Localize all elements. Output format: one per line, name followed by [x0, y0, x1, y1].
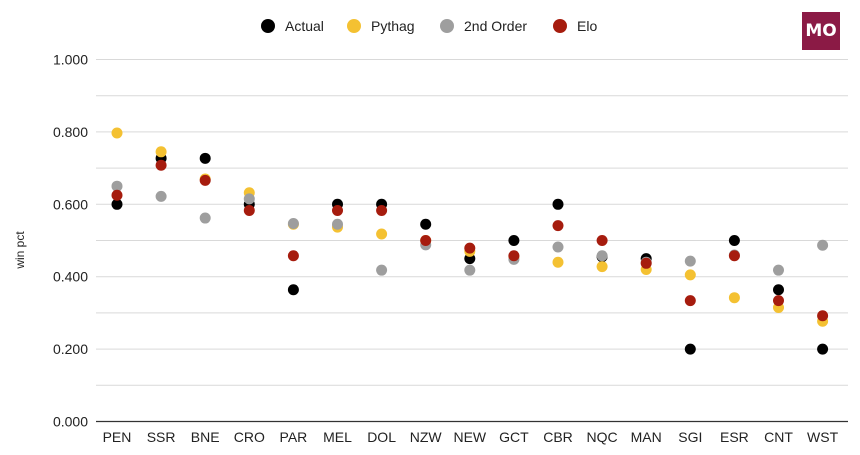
- point-actual: [817, 343, 829, 355]
- point-pythag: [111, 127, 123, 139]
- x-tick-label: WST: [807, 429, 839, 445]
- point-actual: [111, 198, 123, 210]
- x-tick-label: NEW: [453, 429, 486, 445]
- legend-marker-2nd-order: [440, 19, 454, 33]
- x-tick-label: BNE: [191, 429, 220, 445]
- x-tick-label: NQC: [587, 429, 618, 445]
- point-2nd-order: [596, 250, 608, 262]
- point-elo: [420, 235, 432, 246]
- point-elo: [287, 250, 299, 262]
- legend-label-actual: Actual: [285, 18, 324, 34]
- point-elo: [111, 189, 123, 201]
- point-elo: [332, 204, 343, 216]
- y-tick-label: 0.000: [53, 414, 88, 430]
- x-tick-label: PAR: [280, 429, 308, 445]
- point-pythag: [596, 261, 608, 273]
- point-2nd-order: [243, 193, 255, 205]
- point-elo: [596, 235, 608, 246]
- y-axis-ticks: 0.000 0.200 0.400 0.600 0.800 1.000: [53, 52, 88, 430]
- x-tick-label: SGI: [678, 429, 702, 445]
- point-2nd-order: [464, 264, 476, 276]
- x-tick-label: CRO: [234, 429, 265, 445]
- legend-label-elo: Elo: [577, 18, 597, 34]
- point-pythag: [155, 146, 167, 158]
- x-tick-label: DOL: [367, 429, 396, 445]
- point-actual: [728, 235, 740, 246]
- y-tick-label: 0.200: [53, 341, 88, 357]
- x-tick-label: MAN: [631, 429, 662, 445]
- point-pythag: [728, 292, 740, 304]
- data-points: [111, 127, 829, 355]
- point-elo: [817, 310, 829, 322]
- gridlines: [96, 59, 848, 423]
- point-elo: [508, 250, 520, 262]
- legend-marker-pythag: [347, 19, 361, 33]
- point-elo: [155, 159, 167, 171]
- legend-marker-elo: [553, 19, 567, 33]
- x-axis-ticks: PEN SSR BNE CRO PAR MEL DOL NZW NEW GCT CBR NQC MAN S…: [103, 429, 839, 445]
- point-2nd-order: [155, 190, 167, 202]
- y-tick-label: 0.800: [53, 124, 88, 140]
- point-elo: [640, 257, 652, 269]
- point-elo: [199, 174, 211, 186]
- point-2nd-order: [332, 218, 343, 230]
- legend-label-pythag: Pythag: [371, 18, 415, 34]
- point-pythag: [684, 269, 696, 281]
- point-2nd-order: [111, 180, 123, 192]
- point-actual: [420, 218, 432, 230]
- point-2nd-order: [199, 212, 211, 224]
- point-elo: [684, 295, 696, 307]
- y-tick-label: 0.600: [53, 196, 88, 212]
- point-2nd-order: [376, 264, 388, 276]
- point-elo: [728, 250, 740, 262]
- y-axis-title: win pct: [13, 231, 27, 270]
- legend-marker-actual: [261, 19, 275, 33]
- point-actual: [287, 284, 299, 296]
- point-elo: [376, 204, 388, 216]
- point-elo: [552, 220, 564, 232]
- brand-logo-text: MO: [805, 21, 837, 41]
- x-tick-label: MEL: [323, 429, 352, 445]
- x-tick-label: GCT: [499, 429, 529, 445]
- x-tick-label: NZW: [410, 429, 443, 445]
- legend-label-2nd-order: 2nd Order: [464, 18, 527, 34]
- point-pythag: [376, 228, 388, 240]
- legend: Actual Pythag 2nd Order Elo: [261, 18, 597, 34]
- point-elo: [243, 204, 255, 216]
- x-tick-label: CNT: [764, 429, 793, 445]
- x-tick-label: PEN: [103, 429, 132, 445]
- brand-logo: MO: [802, 12, 840, 50]
- point-elo: [773, 295, 784, 307]
- point-actual: [684, 343, 696, 355]
- point-actual: [552, 198, 564, 210]
- point-actual: [773, 284, 784, 296]
- point-2nd-order: [817, 239, 829, 251]
- y-tick-label: 0.400: [53, 269, 88, 285]
- point-2nd-order: [287, 217, 299, 229]
- point-actual: [508, 235, 520, 246]
- point-2nd-order: [552, 241, 564, 253]
- point-elo: [464, 242, 476, 254]
- x-tick-label: ESR: [720, 429, 749, 445]
- point-actual: [199, 152, 211, 164]
- point-2nd-order: [773, 264, 784, 276]
- point-2nd-order: [684, 255, 696, 267]
- x-tick-label: SSR: [147, 429, 176, 445]
- x-tick-label: CBR: [543, 429, 573, 445]
- y-tick-label: 1.000: [53, 52, 88, 68]
- point-pythag: [552, 256, 564, 268]
